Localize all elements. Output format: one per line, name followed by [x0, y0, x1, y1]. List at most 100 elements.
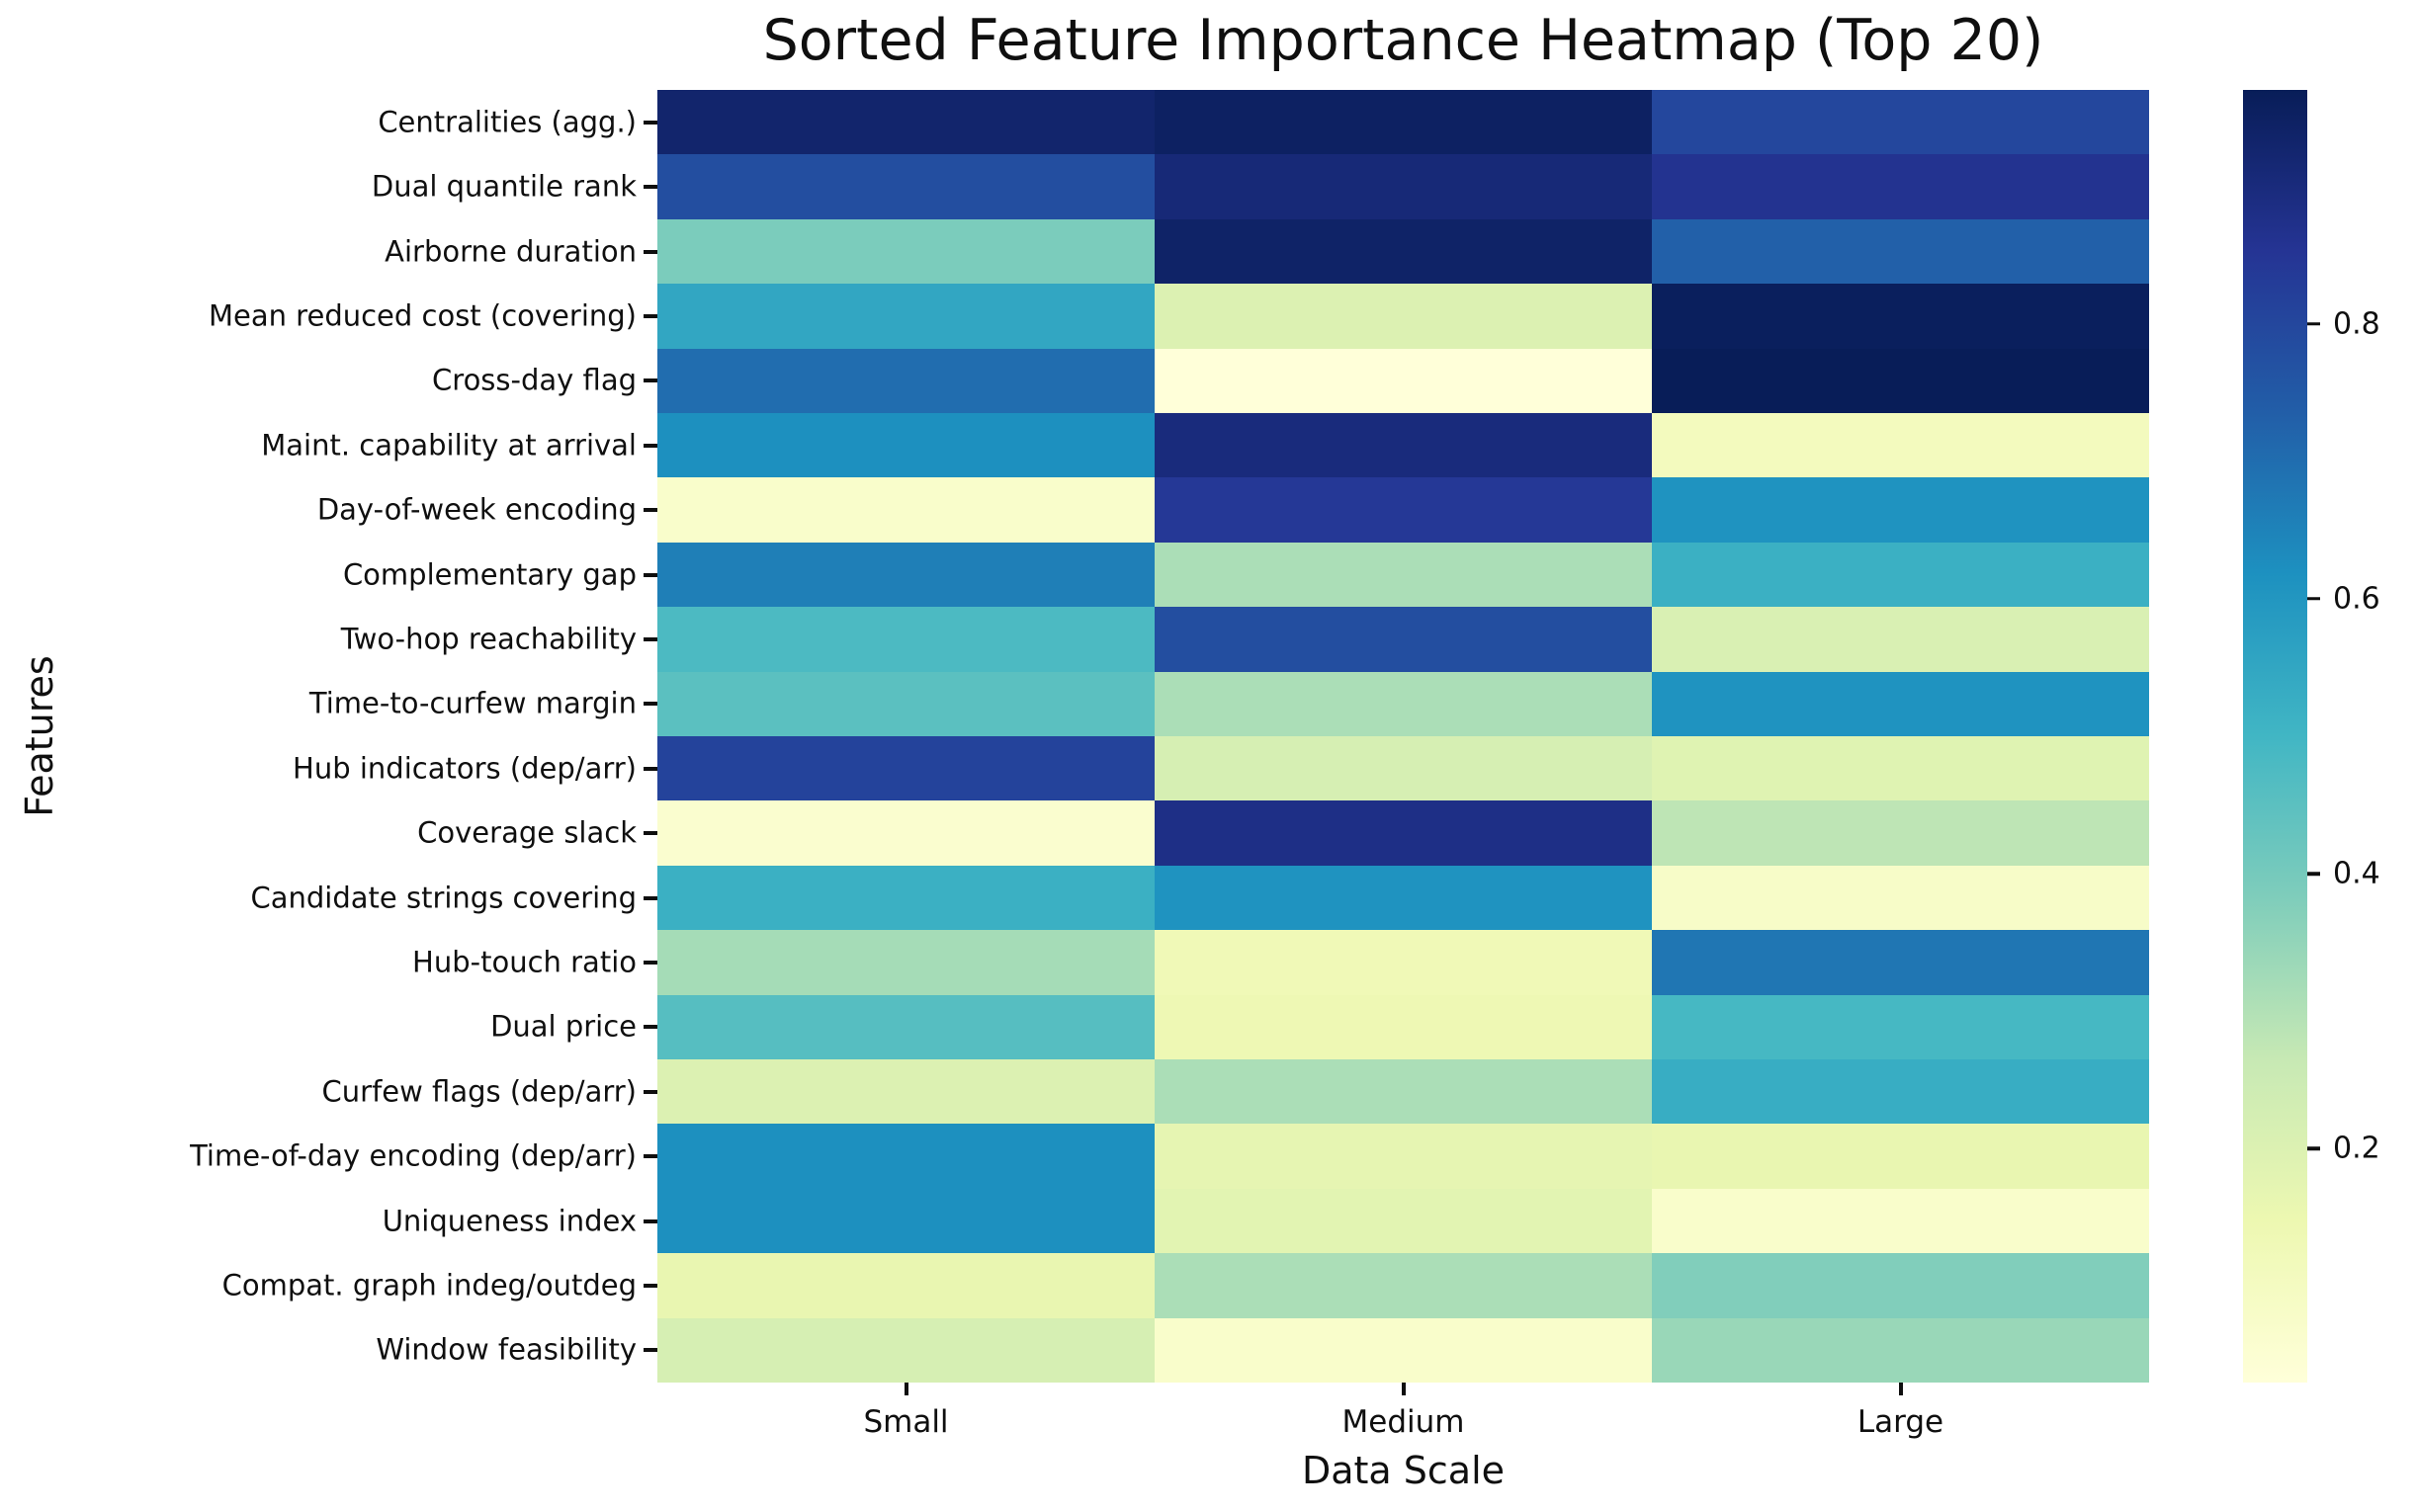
y-tick-label: Two-hop reachability	[340, 622, 637, 656]
heatmap-cell	[1155, 865, 1652, 931]
colorbar-tick-mark	[2307, 321, 2320, 326]
y-tick-mark	[644, 766, 657, 771]
heatmap-cell	[1652, 671, 2149, 736]
x-tick-mark	[1898, 1383, 1903, 1395]
y-tick-label: Cross-day flag	[432, 363, 637, 397]
heatmap-cell	[657, 1253, 1155, 1318]
y-tick-label: Day-of-week encoding	[316, 492, 637, 527]
heatmap-cell	[657, 994, 1155, 1059]
heatmap-cell	[657, 800, 1155, 866]
heatmap-cell	[657, 284, 1155, 349]
y-tick-label: Time-of-day encoding (dep/arr)	[190, 1138, 637, 1173]
heatmap-cell	[1652, 865, 2149, 931]
heatmap-cell	[657, 413, 1155, 478]
y-tick-label: Hub indicators (dep/arr)	[293, 751, 637, 786]
y-tick-label: Complementary gap	[342, 557, 637, 591]
y-tick-mark	[644, 443, 657, 448]
heatmap-cell	[1652, 90, 2149, 155]
heatmap-cell	[1155, 284, 1652, 349]
colorbar-tick-label: 0.4	[2333, 856, 2380, 891]
heatmap-grid	[657, 90, 2149, 1383]
heatmap-cell	[1155, 154, 1652, 219]
x-axis-label: Data Scale	[1301, 1449, 1506, 1492]
y-tick-mark	[644, 313, 657, 318]
heatmap-cell	[1652, 542, 2149, 608]
heatmap-cell	[1155, 542, 1652, 608]
y-tick-label: Window feasibility	[376, 1332, 637, 1367]
heatmap-cell	[1652, 1124, 2149, 1189]
y-tick-mark	[644, 1283, 657, 1288]
y-tick-mark	[644, 185, 657, 190]
y-tick-mark	[644, 831, 657, 836]
heatmap-cell	[1652, 348, 2149, 413]
heatmap-cell	[1155, 800, 1652, 866]
heatmap-cell	[657, 218, 1155, 285]
y-tick-label: Dual quantile rank	[371, 169, 637, 204]
heatmap-cell	[1155, 218, 1652, 285]
y-tick-mark	[644, 249, 657, 254]
y-tick-label: Candidate strings covering	[250, 881, 637, 914]
heatmap-cell	[1652, 607, 2149, 672]
heatmap-cell	[1155, 348, 1652, 413]
colorbar-tick-label: 0.8	[2333, 306, 2380, 342]
heatmap-cell	[657, 348, 1155, 413]
y-tick-mark	[644, 378, 657, 383]
heatmap-cell	[1155, 736, 1652, 801]
heatmap-cell	[1155, 413, 1652, 478]
heatmap-cell	[1652, 1059, 2149, 1125]
heatmap-cell	[657, 865, 1155, 931]
heatmap-cell	[657, 1188, 1155, 1254]
colorbar-tick-mark	[2307, 872, 2320, 876]
colorbar-tick-label: 0.6	[2333, 581, 2380, 617]
heatmap-cell	[657, 1124, 1155, 1189]
x-tick-mark	[904, 1383, 908, 1395]
heatmap-cell	[657, 477, 1155, 543]
heatmap-cell	[1155, 1188, 1652, 1254]
heatmap-cell	[1652, 1188, 2149, 1254]
y-tick-label: Maint. capability at arrival	[261, 428, 637, 462]
heatmap-cell	[657, 1059, 1155, 1125]
y-tick-label: Hub-touch ratio	[412, 945, 637, 979]
y-tick-mark	[644, 1025, 657, 1030]
y-tick-mark	[644, 636, 657, 641]
y-tick-mark	[644, 1089, 657, 1094]
x-tick-label: Large	[1856, 1404, 1944, 1440]
colorbar-tick-label: 0.2	[2333, 1131, 2380, 1166]
y-tick-label: Centralities (agg.)	[378, 105, 637, 139]
y-tick-mark	[644, 960, 657, 965]
y-tick-mark	[644, 120, 657, 125]
y-axis-label: Features	[18, 655, 61, 817]
colorbar-tick-mark	[2307, 1146, 2320, 1151]
heatmap-cell	[1652, 1317, 2149, 1383]
x-tick-label: Medium	[1341, 1404, 1465, 1440]
y-tick-label: Curfew flags (dep/arr)	[321, 1074, 637, 1109]
y-tick-label: Mean reduced cost (covering)	[208, 298, 637, 333]
y-tick-mark	[644, 508, 657, 513]
heatmap-cell	[1155, 477, 1652, 543]
y-tick-mark	[644, 572, 657, 577]
heatmap-cell	[657, 671, 1155, 736]
heatmap-cell	[1155, 1317, 1652, 1383]
y-tick-label: Time-to-curfew margin	[308, 686, 637, 720]
heatmap-cell	[657, 154, 1155, 219]
heatmap-cell	[657, 607, 1155, 672]
y-tick-mark	[644, 895, 657, 900]
heatmap-cell	[1652, 800, 2149, 866]
chart-title: Sorted Feature Importance Heatmap (Top 2…	[762, 8, 2044, 73]
heatmap-cell	[657, 542, 1155, 608]
y-tick-mark	[644, 1154, 657, 1159]
heatmap-cell	[657, 1317, 1155, 1383]
heatmap-cell	[1155, 607, 1652, 672]
x-tick-mark	[1401, 1383, 1406, 1395]
colorbar: 0.8 0.6 0.4 0.2	[2243, 90, 2380, 1383]
heatmap-plot-area: Centralities (agg.) Dual quantile rank Air…	[190, 90, 2149, 1440]
y-tick-mark	[644, 1218, 657, 1223]
heatmap-cell	[1652, 413, 2149, 478]
heatmap-cell	[1652, 477, 2149, 543]
y-tick-mark	[644, 702, 657, 707]
x-tick-label: Small	[863, 1404, 949, 1440]
heatmap-cell	[1155, 930, 1652, 995]
y-tick-mark	[644, 1348, 657, 1353]
heatmap-cell	[1652, 1253, 2149, 1318]
